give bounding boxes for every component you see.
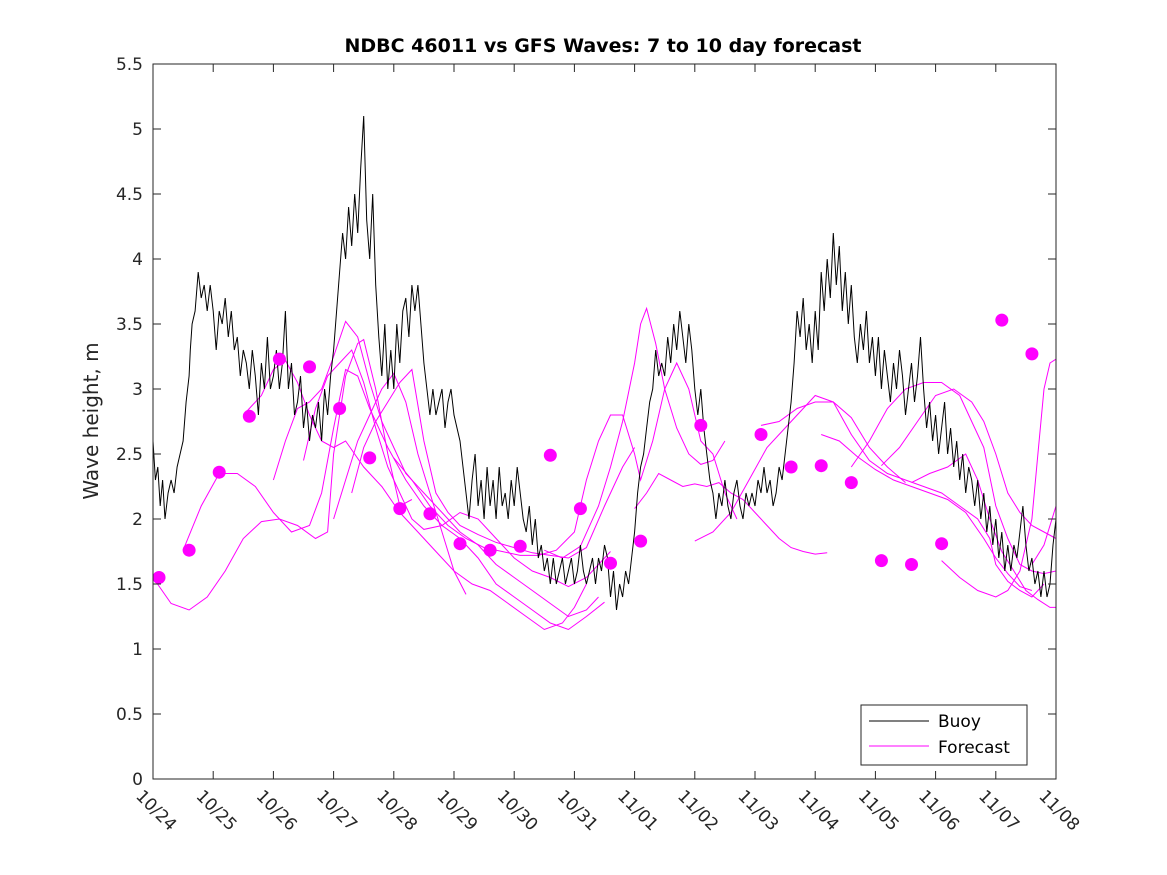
forecast-series-line [881, 388, 1056, 540]
forecast-series-line [760, 401, 1045, 598]
plot-frame [152, 63, 1057, 780]
y-tick-label: 3.5 [116, 315, 143, 335]
forecast-series-line [694, 394, 906, 542]
forecast-marker [573, 502, 587, 516]
forecast-marker [393, 502, 407, 516]
forecast-marker [694, 418, 708, 432]
forecast-series-line [544, 306, 726, 559]
forecast-series-line [303, 349, 611, 588]
forecast-marker [242, 409, 256, 423]
y-axis-label: Wave height, m [79, 342, 103, 499]
forecast-marker [453, 537, 467, 551]
forecast-marker [152, 571, 166, 584]
forecast-marker [905, 558, 919, 571]
forecast-marker [303, 360, 317, 374]
buoy-line [153, 115, 1056, 611]
forecast-marker [784, 460, 798, 474]
y-tick-label: 0.5 [116, 705, 143, 725]
buoy-series-line [153, 115, 1056, 611]
forecast-marker [874, 554, 888, 568]
forecast-marker [182, 543, 196, 557]
y-tick-label: 5.5 [116, 55, 143, 75]
forecast-series-line [821, 434, 1033, 591]
forecast-marker [754, 428, 768, 441]
chart-title: NDBC 46011 vs GFS Waves: 7 to 10 day for… [344, 35, 861, 57]
forecast-marker [814, 459, 828, 473]
forecast-marker [543, 448, 557, 462]
forecast-marker [1025, 347, 1039, 361]
y-tick-label: 1 [132, 640, 143, 660]
forecast-series-line [634, 472, 828, 555]
forecast-series-line [153, 338, 413, 611]
forecast-marker [333, 402, 347, 415]
legend-buoy-label: Buoy [938, 712, 981, 732]
forecast-marker [423, 507, 437, 521]
legend: Buoy Forecast [860, 704, 1028, 766]
forecast-marker [212, 465, 226, 479]
forecast-series-line [393, 361, 738, 556]
legend-box [860, 704, 1028, 766]
forecast-marker [995, 313, 1009, 327]
forecast-series-line [911, 453, 1056, 608]
forecast-series-line [941, 358, 1056, 598]
y-tick-label: 4.5 [116, 185, 143, 205]
y-tick-label: 2.5 [116, 445, 143, 465]
forecast-series-line [351, 368, 636, 559]
forecast-marker [935, 537, 949, 551]
forecast-marker [634, 534, 648, 548]
forecast-series-line [182, 368, 605, 631]
forecast-series-line [333, 372, 467, 595]
forecast-marker [844, 476, 858, 490]
forecast-series-line [272, 320, 599, 618]
forecast-marker [604, 556, 618, 570]
y-tick-label: 5 [132, 120, 143, 140]
y-tick-label: 2 [132, 510, 143, 530]
forecast-marker [363, 451, 377, 465]
forecast-markers [152, 313, 1039, 584]
y-tick-label: 1.5 [116, 575, 143, 595]
forecast-marker [483, 543, 497, 557]
forecast-marker [513, 539, 527, 553]
forecast-marker [272, 352, 286, 366]
legend-forecast-label: Forecast [938, 738, 1010, 758]
y-tick-label: 4 [132, 250, 143, 270]
y-tick-label: 3 [132, 380, 143, 400]
y-tick-label: 0 [132, 770, 143, 790]
